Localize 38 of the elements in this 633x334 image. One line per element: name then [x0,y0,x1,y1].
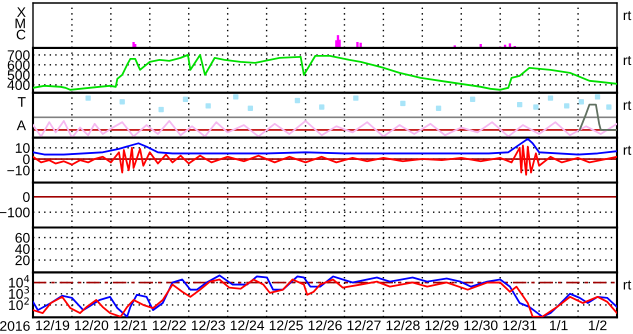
text: rt [624,100,632,110]
text: X [17,7,26,17]
x-tick-label: 12/31 [503,320,536,330]
text: A [16,120,26,130]
x-tick-label: 12/29 [425,320,459,330]
y-tick-label: 600 [8,60,30,70]
x-tick-label: 12/23 [192,320,225,330]
x-tick-label: 1/1 [550,320,568,330]
text: rt [624,146,632,155]
x-tick-label: 12/21 [114,320,148,330]
text: rt [624,280,632,290]
text: M [16,18,25,28]
y-tick-label: 500 [8,70,30,80]
y-tick-label: 400 [7,80,30,90]
text: C [16,30,26,40]
y-tick-label: −100 [0,208,30,218]
y-tick-label: 10 [16,143,30,153]
y-tick-label: 0 [23,154,30,164]
text: rt [624,56,632,66]
x-tick-label: 12/20 [75,320,108,330]
text: rt [624,11,632,20]
x-tick-label: 12/25 [270,320,303,330]
x-axis-title: 2016 [0,321,30,331]
y-tick-label: 700 [8,50,30,60]
x-tick-label: 12/28 [386,320,420,330]
y-tick-label: 60 [15,232,30,243]
x-tick-label: 12/30 [464,320,498,330]
y-tick-label: 40 [15,244,30,254]
y-tick-label: 0 [23,192,30,202]
x-tick-label: 12/26 [308,320,342,330]
x-tick-label: 12/19 [36,320,70,330]
y-tick-label: 20 [15,255,30,266]
x-tick-label: 12/27 [348,320,381,330]
y-tick-label: −10 [7,166,30,176]
text: T [18,97,26,107]
x-tick-label: 1/2 [588,320,606,330]
x-tick-label: 12/24 [230,320,264,330]
x-tick-label: 12/22 [152,320,186,330]
